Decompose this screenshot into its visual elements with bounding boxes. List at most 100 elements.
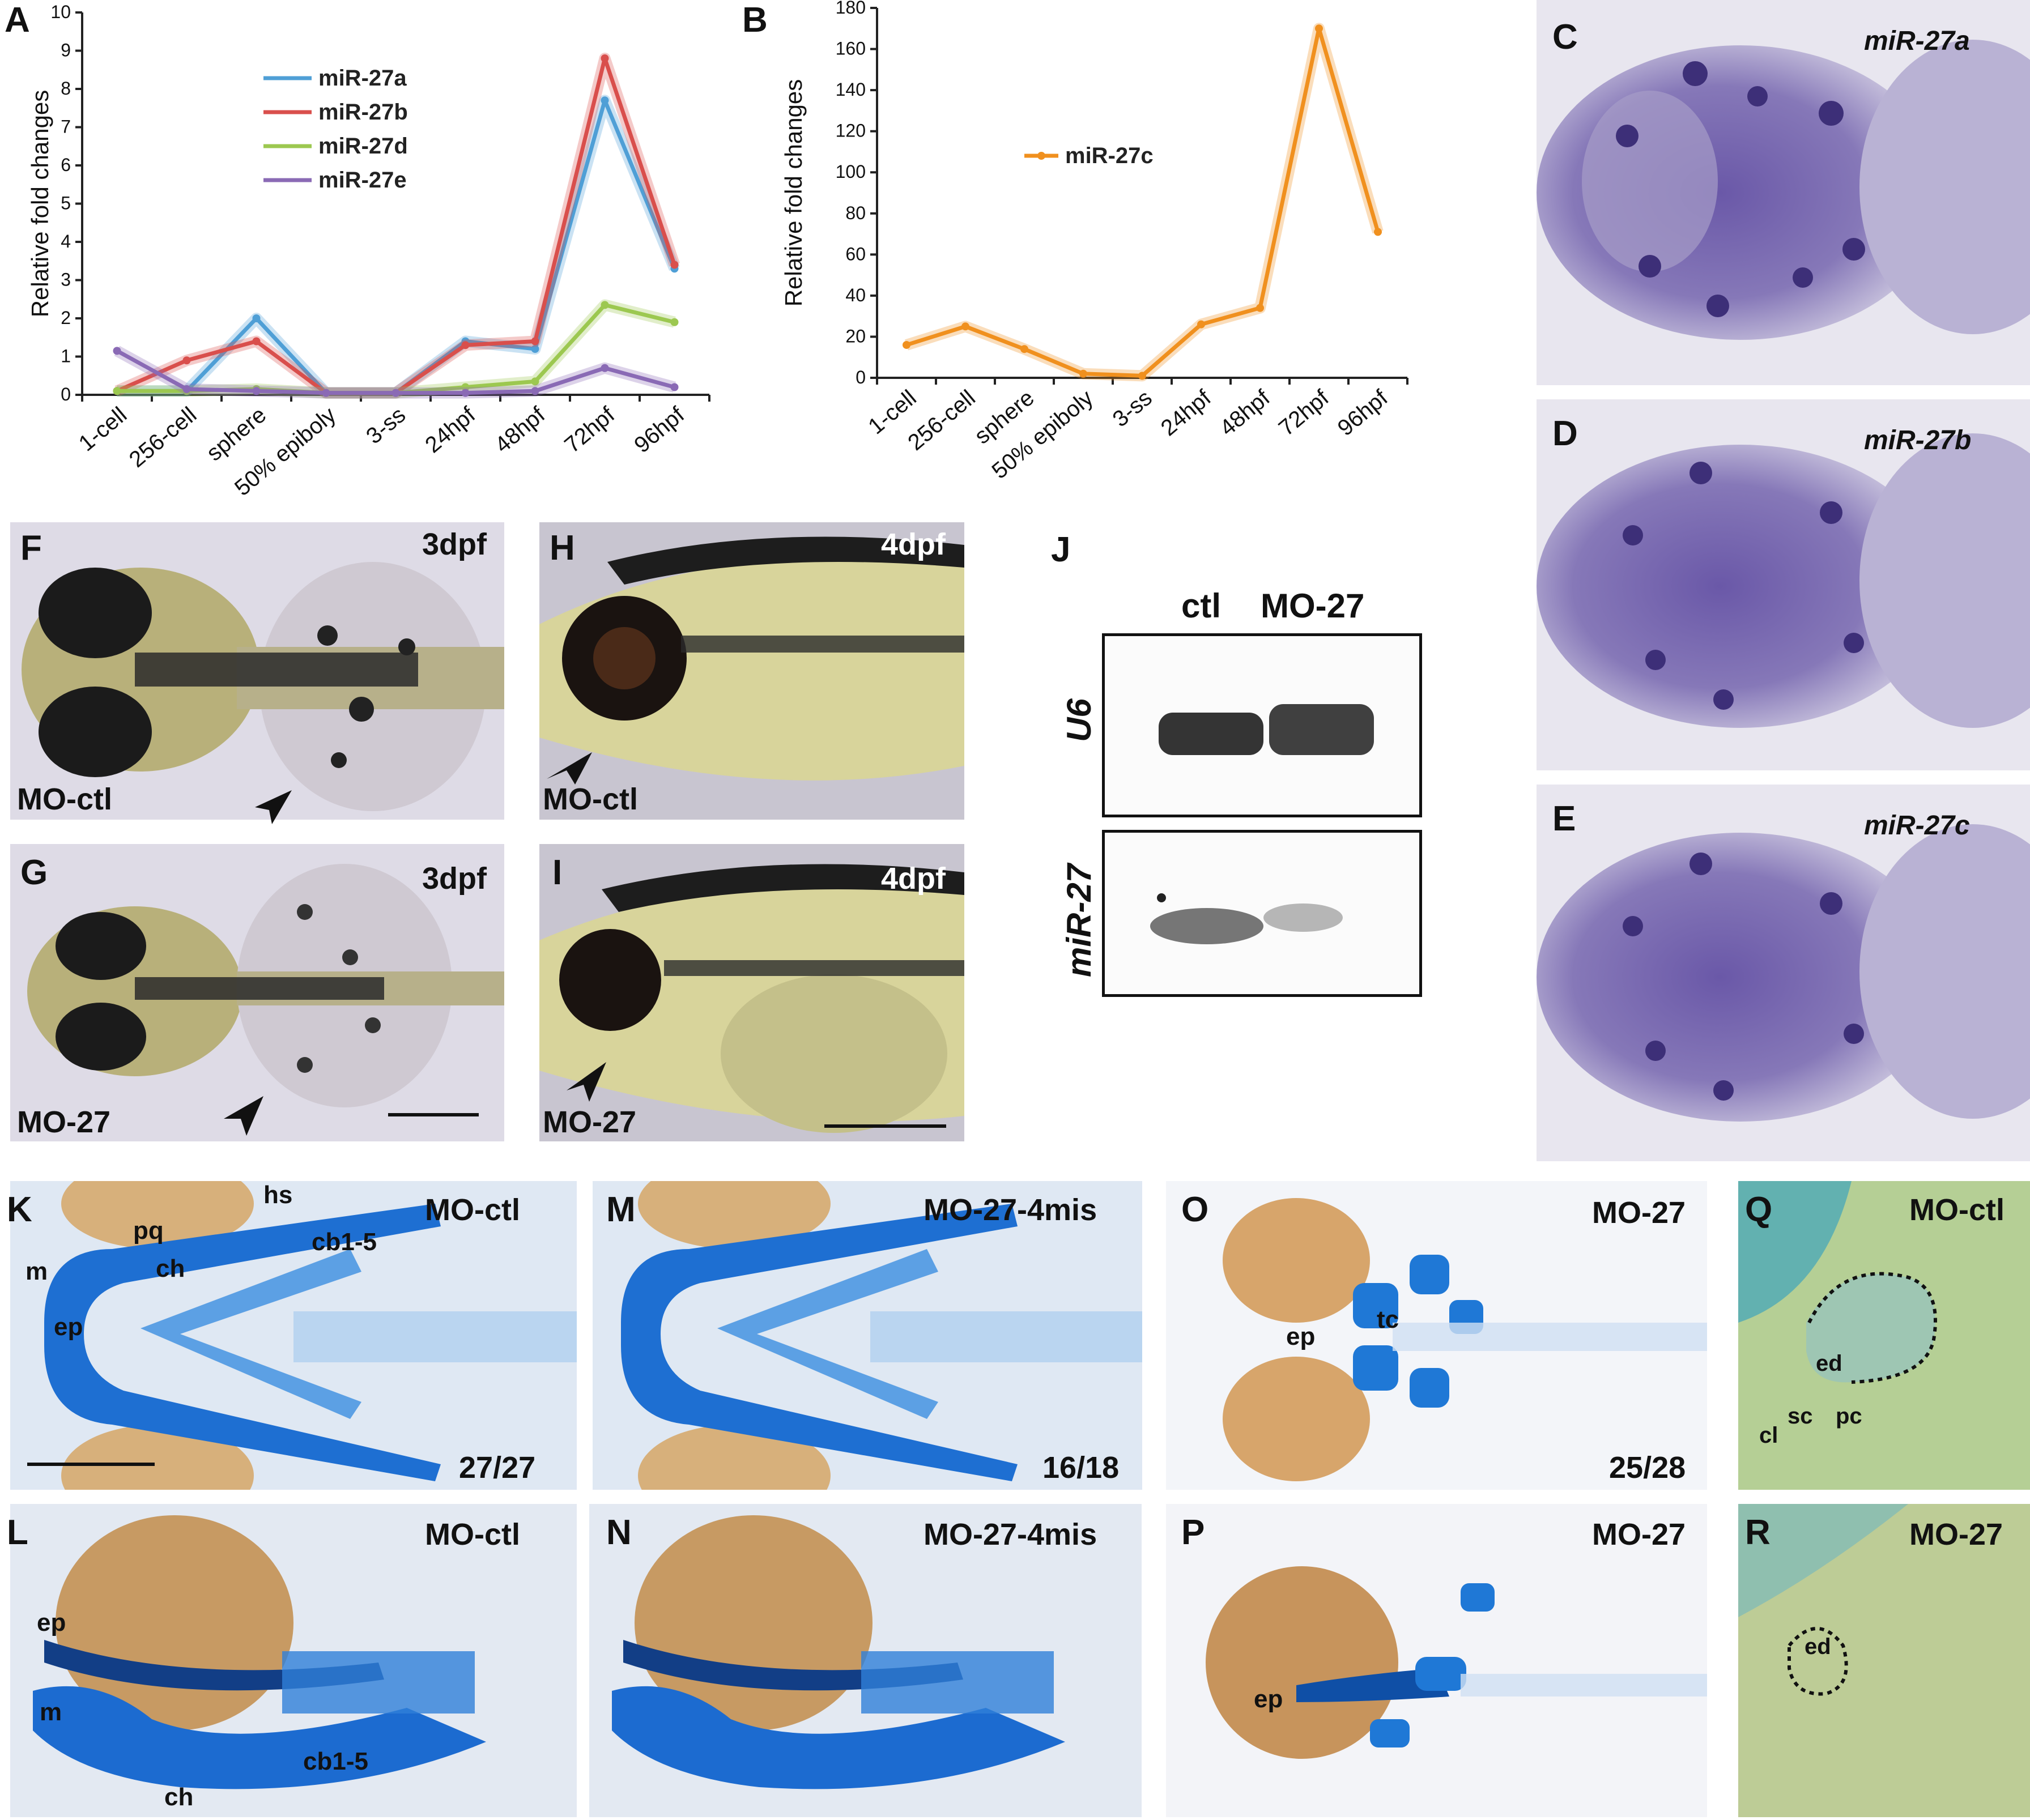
blot-u6 (1102, 633, 1422, 817)
chart-b: 0204060801001201401601801-cell256-cellsp… (780, 0, 1408, 484)
y-tick-label: 0 (856, 367, 866, 387)
embryo-label-f: MO-ctl (17, 782, 112, 816)
y-tick-label: 5 (61, 193, 71, 214)
cartilage-panel-r (1738, 1504, 2030, 1817)
panel-label-l: L (7, 1513, 28, 1552)
annot-ch-l: ch (164, 1783, 194, 1811)
panel-label-n: N (606, 1513, 632, 1552)
panel-label-c: C (1552, 18, 1578, 57)
data-point (1315, 24, 1323, 33)
data-point (531, 377, 539, 386)
insitu-label-c: miR-27a (1864, 26, 1970, 56)
insitu-panel-d (1537, 399, 2030, 770)
cartilage-panel-q (1738, 1181, 2030, 1490)
y-tick-label: 2 (61, 308, 71, 328)
y-tick-label: 60 (845, 244, 866, 264)
data-point (670, 318, 679, 326)
cartilage-panel-l (10, 1504, 577, 1817)
y-axis-label: Relative fold changes (780, 79, 807, 307)
data-point (461, 383, 470, 391)
embryo-panel-i (539, 844, 964, 1141)
data-point (252, 337, 261, 346)
panel-label-f: F (20, 528, 42, 568)
x-tick-label: 256-cell (125, 402, 202, 472)
embryo-panel-f (10, 522, 504, 820)
annot-ep-l: ep (37, 1609, 66, 1636)
embryo-stage-f: 3dpf (422, 527, 487, 561)
blot-row-mir27: miR-27 (1060, 863, 1098, 977)
cartilage-title-o: MO-27 (1592, 1196, 1686, 1230)
panel-label-g: G (20, 853, 48, 892)
annot-hs: hs (263, 1181, 293, 1209)
cartilage-panel-m (593, 1181, 1142, 1490)
data-point (1197, 320, 1205, 329)
panel-label-m: M (606, 1190, 636, 1229)
y-axis-label: Relative fold changes (27, 90, 53, 318)
y-tick-label: 80 (845, 203, 866, 223)
data-point (1138, 372, 1146, 380)
y-tick-label: 20 (845, 326, 866, 346)
x-tick-label: 72hpf (1274, 385, 1334, 441)
data-point (903, 340, 910, 349)
cartilage-panel-n (589, 1504, 1142, 1817)
y-tick-label: 120 (836, 121, 866, 141)
data-point (531, 345, 539, 353)
panel-label-k: K (7, 1190, 32, 1229)
annot-m: m (25, 1258, 48, 1285)
legend-label: miR-27a (318, 66, 407, 91)
data-point (461, 341, 470, 349)
panel-label-a: A (5, 1, 30, 40)
cartilage-panel-o (1166, 1181, 1707, 1490)
scale-bar (824, 1124, 946, 1128)
embryo-label-g: MO-27 (17, 1105, 111, 1139)
y-tick-label: 9 (61, 40, 71, 61)
data-point (1020, 345, 1028, 353)
panel-label-q: Q (1745, 1190, 1773, 1229)
embryo-label-h: MO-ctl (543, 782, 638, 816)
cartilage-title-m: MO-27-4mis (923, 1193, 1097, 1227)
cartilage-panel-k (10, 1181, 577, 1490)
annot-ed: ed (1816, 1351, 1842, 1376)
arrowhead-icon (255, 790, 292, 824)
y-tick-label: 3 (61, 270, 71, 290)
blot-lane-ctl: ctl (1181, 587, 1222, 625)
panel-label-i: I (552, 853, 563, 892)
scale-bar (388, 1113, 479, 1116)
legend-label: miR-27b (318, 100, 408, 125)
insitu-panel-c (1537, 0, 2030, 385)
data-point (531, 387, 539, 395)
x-tick-label: 96hpf (1333, 385, 1393, 441)
data-point (601, 96, 609, 105)
y-tick-label: 6 (61, 155, 71, 175)
annot-m-l: m (40, 1698, 62, 1726)
data-point (391, 389, 400, 397)
data-point (113, 387, 121, 395)
x-tick-label: 3-ss (361, 402, 410, 449)
y-tick-label: 100 (836, 161, 866, 182)
panel-label-e: E (1552, 799, 1576, 838)
cartilage-title-k: MO-ctl (425, 1193, 520, 1227)
series-line (905, 26, 1380, 378)
embryo-panel-g (10, 844, 504, 1141)
data-point (182, 356, 191, 365)
cartilage-count-k: 27/27 (459, 1451, 536, 1485)
annot-ch: ch (156, 1255, 185, 1282)
panel-label-d: D (1552, 414, 1578, 453)
data-point (601, 364, 609, 372)
data-point (252, 314, 261, 322)
blot-mir27 (1102, 830, 1422, 997)
annot-tc: tc (1377, 1306, 1399, 1333)
cartilage-count-m: 16/18 (1042, 1451, 1120, 1485)
annot-cb: cb1-5 (312, 1228, 377, 1256)
x-tick-label: 50% epiboly (988, 385, 1098, 484)
panel-label-h: H (550, 528, 575, 568)
x-tick-label: 24hpf (1156, 385, 1216, 441)
y-tick-label: 40 (845, 285, 866, 305)
annot-ep-p: ep (1254, 1685, 1283, 1713)
data-point (531, 337, 539, 346)
x-tick-label: 48hpf (1215, 385, 1275, 441)
cartilage-panel-p (1166, 1504, 1707, 1817)
data-point (670, 383, 679, 391)
data-point (601, 54, 609, 62)
